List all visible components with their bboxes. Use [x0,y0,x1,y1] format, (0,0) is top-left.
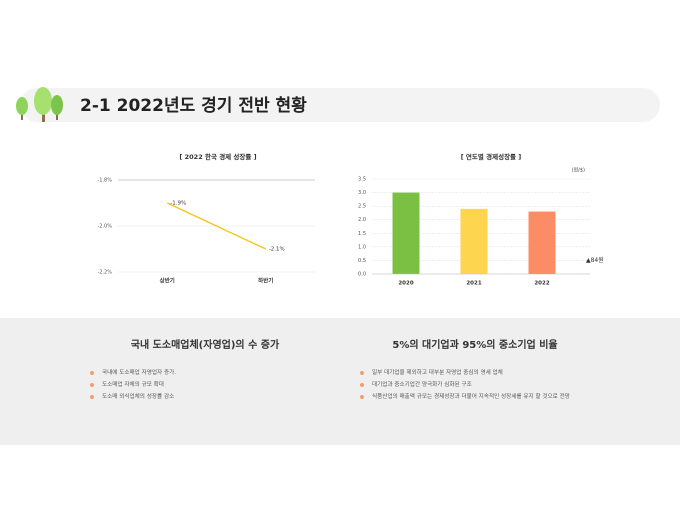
y-tick-label: -2.0% [97,224,112,230]
bullet-list: 일부 대기업을 제외하고 대부분 자영업 중심의 영세 업체 대기업과 중소기업간… [360,367,590,403]
section-heading: 국내 도소매업체(자영업)의 수 증가 [130,340,280,351]
tree-icon [16,87,63,122]
bullet-item: 일부 대기업을 제외하고 대부분 자영업 중심의 영세 업체 [360,367,590,379]
data-label: -1.9% [170,201,186,207]
chart-title: [ 2022 한국 경제 성장률 ] [179,152,256,161]
y-tick-label: 1.0 [358,244,366,250]
x-tick-label: 상반기 [160,277,175,285]
y-tick-label: 2.5 [358,204,366,210]
y-tick-label: 2.0 [358,217,366,223]
bullet-item: 대기업과 중소기업간 양극화가 심화된 구조 [360,379,590,391]
x-tick-label: 2020 [398,281,413,287]
y-tick-label: -2.2% [97,270,112,276]
unit-label: (원/$) [572,167,585,174]
y-tick-label: -1.8% [97,178,112,184]
annotation: ▲84원 [586,256,604,264]
data-label: -2.1% [269,247,285,253]
y-tick-label: 0.5 [358,258,366,264]
line [166,202,267,250]
info-panel: 국내 도소매업체(자영업)의 수 증가 국내에 도소매업 자영업자 증가. 도소매… [0,318,680,445]
y-tick-label: 1.5 [358,231,366,237]
y-tick-label: 3.0 [358,190,366,196]
bar [528,211,556,274]
bullet-item: 도소매업 자체의 규모 확대 [90,379,320,391]
bullet-list: 국내에 도소매업 자영업자 증가. 도소매업 자체의 규모 확대 도소매 외식업체의… [90,367,320,403]
bullet-item: 국내에 도소매업 자영업자 증가. [90,367,320,379]
x-tick-label: 하반기 [258,277,273,285]
y-tick-label: 3.5 [358,177,366,183]
y-tick-label: 0.0 [358,272,366,278]
x-tick-label: 2022 [534,281,549,287]
chart-title: [ 연도별 경제성장률 ] [461,152,522,161]
chart-canvas: 2-1 2022년도 경기 전반 현황 [ 2022 한국 경제 성장률 ] -1… [16,87,660,287]
bullet-item: 식품산업의 매출액 규모는 경제성장과 더불어 지속적인 성장세를 유지 할 것… [360,391,590,403]
bar [460,208,488,274]
bar [392,192,420,274]
header-title: 2-1 2022년도 경기 전반 현황 [80,96,307,116]
section: 5%의 대기업과 95%의 중소기업 비율 일부 대기업을 제외하고 대부분 자… [360,336,590,403]
section: 국내 도소매업체(자영업)의 수 증가 국내에 도소매업 자영업자 증가. 도소매… [90,336,320,403]
section-heading: 5%의 대기업과 95%의 중소기업 비율 [392,340,558,351]
header-bar [20,88,660,122]
bullet-item: 도소매 외식업체의 성장률 감소 [90,391,320,403]
x-tick-label: 2021 [466,281,481,287]
